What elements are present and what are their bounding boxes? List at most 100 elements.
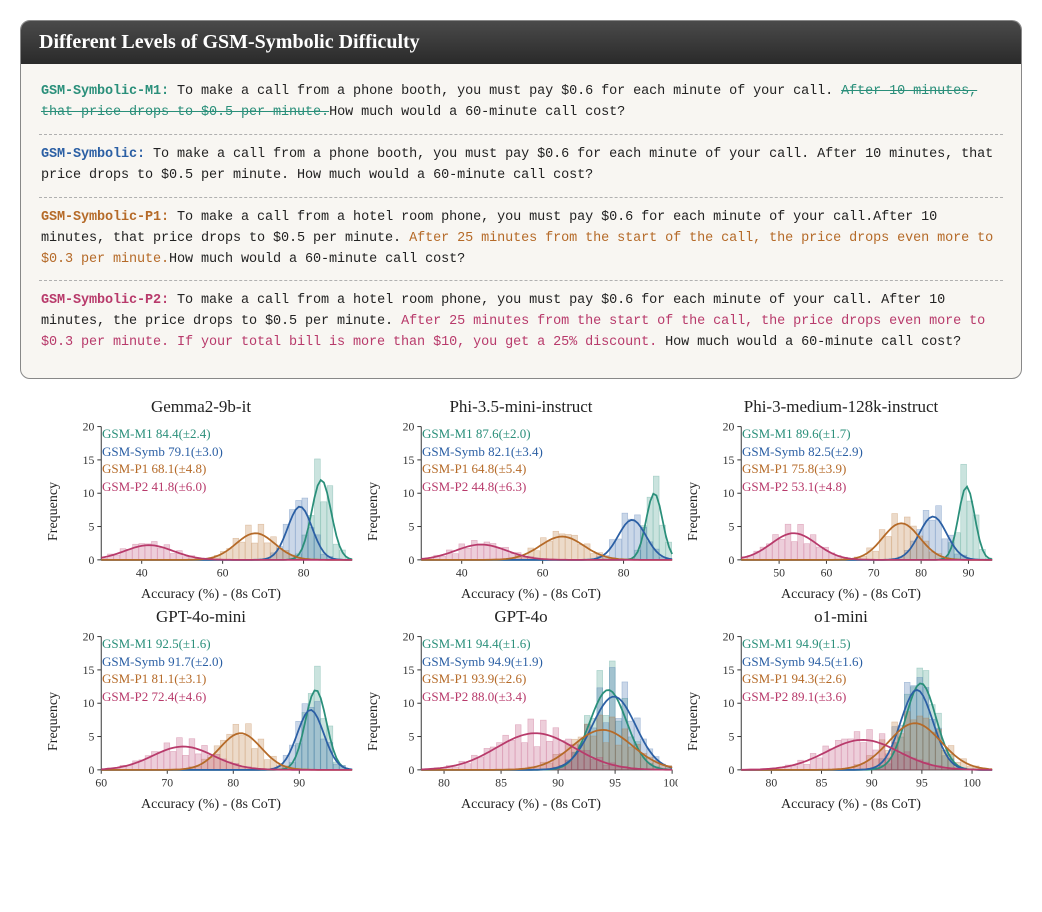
svg-text:20: 20 — [403, 421, 415, 434]
legend-item: GSM-Symb 94.5(±1.6) — [742, 653, 863, 671]
svg-text:5: 5 — [89, 521, 95, 534]
svg-text:80: 80 — [915, 567, 927, 580]
svg-text:0: 0 — [89, 764, 95, 777]
legend-item: GSM-Symb 82.5(±2.9) — [742, 443, 863, 461]
svg-text:20: 20 — [83, 421, 95, 434]
svg-text:15: 15 — [83, 454, 95, 467]
chart-3: GPT-4o-miniFrequency0510152060708090Accu… — [44, 607, 358, 813]
svg-text:90: 90 — [866, 777, 878, 790]
legend-item: GSM-P2 88.0(±3.4) — [422, 688, 543, 706]
example-text: To make a call from a phone booth, you m… — [169, 84, 841, 99]
svg-text:5: 5 — [729, 521, 735, 534]
chart-1: Phi-3.5-mini-instructFrequency0510152040… — [364, 397, 678, 603]
example-text: To make a call from a phone booth, you m… — [41, 147, 993, 183]
example-text: How much would a 60-minute call cost? — [657, 335, 961, 350]
svg-text:70: 70 — [868, 567, 880, 580]
svg-text:15: 15 — [403, 454, 415, 467]
legend: GSM-M1 92.5(±1.6)GSM-Symb 91.7(±2.0)GSM-… — [102, 635, 223, 705]
svg-text:15: 15 — [83, 664, 95, 677]
svg-text:0: 0 — [729, 764, 735, 777]
svg-text:5: 5 — [409, 731, 415, 744]
chart-title: Gemma2-9b-it — [44, 397, 358, 417]
svg-text:20: 20 — [723, 631, 735, 644]
svg-text:80: 80 — [618, 567, 630, 580]
x-axis-label: Accuracy (%) - (8s CoT) — [384, 797, 678, 813]
legend-item: GSM-P1 68.1(±4.8) — [102, 460, 223, 478]
legend-item: GSM-P1 75.8(±3.9) — [742, 460, 863, 478]
y-axis-label: Frequency — [684, 419, 704, 603]
svg-text:0: 0 — [409, 764, 415, 777]
example-label: GSM-Symbolic-P1: — [41, 210, 169, 225]
x-axis-label: Accuracy (%) - (8s CoT) — [64, 797, 358, 813]
legend-item: GSM-P1 93.9(±2.6) — [422, 670, 543, 688]
legend-item: GSM-Symb 91.7(±2.0) — [102, 653, 223, 671]
svg-text:0: 0 — [729, 554, 735, 567]
legend-item: GSM-M1 94.4(±1.6) — [422, 635, 543, 653]
charts-grid: Gemma2-9b-itFrequency05101520406080Accur… — [20, 397, 1022, 813]
chart-5: o1-miniFrequency0510152080859095100Accur… — [684, 607, 998, 813]
svg-text:60: 60 — [821, 567, 833, 580]
svg-text:40: 40 — [136, 567, 148, 580]
svg-text:50: 50 — [773, 567, 785, 580]
legend-item: GSM-M1 84.4(±2.4) — [102, 425, 223, 443]
y-axis-label: Frequency — [44, 419, 64, 603]
example-text: How much would a 60-minute call cost? — [329, 105, 625, 120]
svg-text:60: 60 — [537, 567, 549, 580]
svg-text:0: 0 — [89, 554, 95, 567]
legend-item: GSM-P1 81.1(±3.1) — [102, 670, 223, 688]
panel-title: Different Levels of GSM-Symbolic Difficu… — [21, 21, 1021, 64]
svg-text:5: 5 — [409, 521, 415, 534]
svg-text:100: 100 — [663, 777, 678, 790]
example-1: GSM-Symbolic: To make a call from a phon… — [39, 135, 1003, 198]
x-axis-label: Accuracy (%) - (8s CoT) — [704, 587, 998, 603]
svg-text:10: 10 — [403, 487, 415, 500]
svg-text:15: 15 — [723, 664, 735, 677]
legend-item: GSM-P2 53.1(±4.8) — [742, 478, 863, 496]
y-axis-label: Frequency — [684, 629, 704, 813]
panel-body: GSM-Symbolic-M1: To make a call from a p… — [21, 64, 1021, 378]
svg-text:80: 80 — [438, 777, 450, 790]
x-axis-label: Accuracy (%) - (8s CoT) — [64, 587, 358, 603]
svg-text:10: 10 — [403, 697, 415, 710]
y-axis-label: Frequency — [44, 629, 64, 813]
y-axis-label: Frequency — [364, 629, 384, 813]
svg-text:90: 90 — [293, 777, 305, 790]
x-axis-label: Accuracy (%) - (8s CoT) — [704, 797, 998, 813]
svg-text:90: 90 — [963, 567, 975, 580]
svg-text:0: 0 — [409, 554, 415, 567]
svg-text:5: 5 — [729, 731, 735, 744]
chart-title: GPT-4o-mini — [44, 607, 358, 627]
svg-text:85: 85 — [495, 777, 507, 790]
chart-2: Phi-3-medium-128k-instructFrequency 0 5 10 1… — [684, 397, 998, 603]
legend-item: GSM-M1 92.5(±1.6) — [102, 635, 223, 653]
example-0: GSM-Symbolic-M1: To make a call from a p… — [39, 72, 1003, 135]
legend: GSM-M1 94.9(±1.5)GSM-Symb 94.5(±1.6)GSM-… — [742, 635, 863, 705]
chart-0: Gemma2-9b-itFrequency05101520406080Accur… — [44, 397, 358, 603]
legend-item: GSM-M1 89.6(±1.7) — [742, 425, 863, 443]
legend-item: GSM-P1 64.8(±5.4) — [422, 460, 543, 478]
svg-text:100: 100 — [963, 777, 981, 790]
legend: GSM-M1 84.4(±2.4)GSM-Symb 79.1(±3.0)GSM-… — [102, 425, 223, 495]
legend-item: GSM-Symb 82.1(±3.4) — [422, 443, 543, 461]
legend-item: GSM-M1 87.6(±2.0) — [422, 425, 543, 443]
legend-item: GSM-P1 94.3(±2.6) — [742, 670, 863, 688]
legend-item: GSM-M1 94.9(±1.5) — [742, 635, 863, 653]
legend-item: GSM-Symb 79.1(±3.0) — [102, 443, 223, 461]
svg-text:15: 15 — [723, 454, 735, 467]
chart-title: o1-mini — [684, 607, 998, 627]
chart-title: Phi-3-medium-128k-instruct — [684, 397, 998, 417]
example-label: GSM-Symbolic: — [41, 147, 145, 162]
example-text: How much would a 60-minute call cost? — [169, 252, 465, 267]
svg-text:10: 10 — [723, 487, 735, 500]
svg-text:90: 90 — [552, 777, 564, 790]
svg-text:60: 60 — [217, 567, 229, 580]
svg-text:80: 80 — [765, 777, 777, 790]
legend-item: GSM-P2 41.8(±6.0) — [102, 478, 223, 496]
svg-text:80: 80 — [298, 567, 310, 580]
difficulty-panel: Different Levels of GSM-Symbolic Difficu… — [20, 20, 1022, 379]
legend: GSM-M1 94.4(±1.6)GSM-Symb 94.9(±1.9)GSM-… — [422, 635, 543, 705]
example-3: GSM-Symbolic-P2: To make a call from a h… — [39, 281, 1003, 364]
chart-title: GPT-4o — [364, 607, 678, 627]
svg-text:5: 5 — [89, 731, 95, 744]
chart-title: Phi-3.5-mini-instruct — [364, 397, 678, 417]
